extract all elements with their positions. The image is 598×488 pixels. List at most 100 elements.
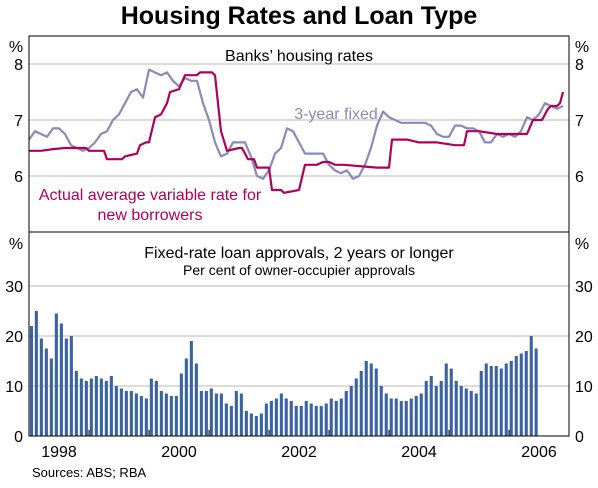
approval-bar (309, 403, 313, 436)
approval-bar (449, 368, 453, 436)
approval-bar (509, 361, 513, 436)
approvals-xtick: 1998 (41, 444, 77, 461)
approval-bar (339, 398, 343, 436)
approvals-y-ticks: 0 0 10 10 20 20 30 30 (5, 279, 593, 446)
variable-series-label-box: Actual average variable rate for new bor… (38, 187, 262, 224)
approval-bar (164, 393, 168, 436)
approval-bar (139, 396, 143, 436)
variable-rate-line (29, 71, 565, 194)
approval-bar (299, 406, 303, 436)
approvals-panel: Fixed-rate loan approvals, 2 years or lo… (5, 231, 593, 461)
approval-bar (464, 388, 468, 436)
approval-bar (374, 368, 378, 436)
approval-bar (194, 363, 198, 436)
approval-bar (134, 393, 138, 436)
approval-bar (129, 391, 133, 436)
approval-bar (319, 406, 323, 436)
approval-bar (269, 401, 273, 436)
approval-bar (484, 363, 488, 436)
approval-bar (29, 326, 33, 436)
approval-bar (284, 398, 288, 436)
approval-bar (114, 386, 118, 436)
approval-bar (249, 413, 253, 436)
approval-bar (429, 376, 433, 436)
approval-bar (494, 366, 498, 436)
approval-bar (259, 413, 263, 436)
approval-bar (344, 391, 348, 436)
fixed-rate-line (28, 68, 564, 180)
approval-bar (94, 376, 98, 436)
approval-bar (99, 378, 103, 436)
variable-series-label: Actual average variable rate for new bor… (38, 187, 262, 224)
approval-bar (334, 401, 338, 436)
approvals-ytick-left: 20 (5, 329, 23, 346)
approval-bar (409, 398, 413, 436)
approval-bar (444, 363, 448, 436)
approval-bar (179, 373, 183, 436)
approval-bar (124, 391, 128, 436)
approval-bar (504, 363, 508, 436)
approval-bar (359, 371, 363, 436)
approval-bar (404, 401, 408, 436)
approval-bar (64, 338, 68, 436)
approval-bar (44, 348, 48, 436)
approval-bar (514, 356, 518, 436)
approvals-ytick-left: 0 (14, 429, 23, 446)
rates-ytick-left: 6 (14, 169, 23, 186)
approvals-xtick: 2004 (401, 444, 437, 461)
approvals-ytick-right: 0 (575, 429, 584, 446)
approvals-ylabel-right: % (575, 236, 589, 253)
approval-bar (34, 311, 38, 436)
approval-bar (349, 386, 353, 436)
approval-bar (439, 381, 443, 436)
approval-bar (379, 386, 383, 436)
approval-bar (49, 358, 53, 436)
approvals-ytick-left: 10 (5, 379, 23, 396)
approval-bar (329, 398, 333, 436)
approval-bar (489, 366, 493, 436)
approval-bar (154, 381, 158, 436)
approval-bar (524, 351, 528, 436)
approval-bar (234, 391, 238, 436)
approval-bar (384, 393, 388, 436)
approval-bar (279, 393, 283, 436)
approval-bar (84, 381, 88, 436)
approval-bar (434, 386, 438, 436)
approval-bar (219, 393, 223, 436)
approvals-ytick-right: 30 (575, 279, 593, 296)
approval-bar (534, 348, 538, 436)
rates-series (28, 68, 565, 194)
rates-ytick-right: 8 (575, 57, 584, 74)
approval-bar (479, 371, 483, 436)
approval-bar (144, 398, 148, 436)
approval-bar (459, 386, 463, 436)
approval-bar (314, 406, 318, 436)
rates-ytick-right: 7 (575, 113, 584, 130)
approval-bar (189, 341, 193, 436)
approvals-panel-title: Fixed-rate loan approvals, 2 years or lo… (144, 245, 454, 262)
approvals-bars (29, 311, 538, 436)
approval-bar (294, 406, 298, 436)
approvals-ytick-right: 20 (575, 329, 593, 346)
approval-bar (304, 401, 308, 436)
approval-bar (389, 398, 393, 436)
approval-bar (424, 381, 428, 436)
approval-bar (399, 401, 403, 436)
approval-bar (224, 403, 228, 436)
approvals-xtick: 2002 (281, 444, 317, 461)
approval-bar (474, 393, 478, 436)
sources-note: Sources: ABS; RBA (32, 465, 147, 480)
rates-gridlines (29, 63, 569, 177)
approval-bar (454, 381, 458, 436)
approval-bar (69, 336, 73, 436)
approval-bar (54, 313, 58, 436)
page-title: Housing Rates and Loan Type (120, 2, 478, 30)
approval-bar (209, 388, 213, 436)
approval-bar (89, 378, 93, 436)
rates-panel-title: Banks’ housing rates (225, 48, 373, 65)
approval-bar (59, 323, 63, 436)
rates-ytick-left: 7 (14, 113, 23, 130)
approvals-xtick: 2000 (161, 444, 197, 461)
rates-ytick-right: 6 (575, 169, 584, 186)
